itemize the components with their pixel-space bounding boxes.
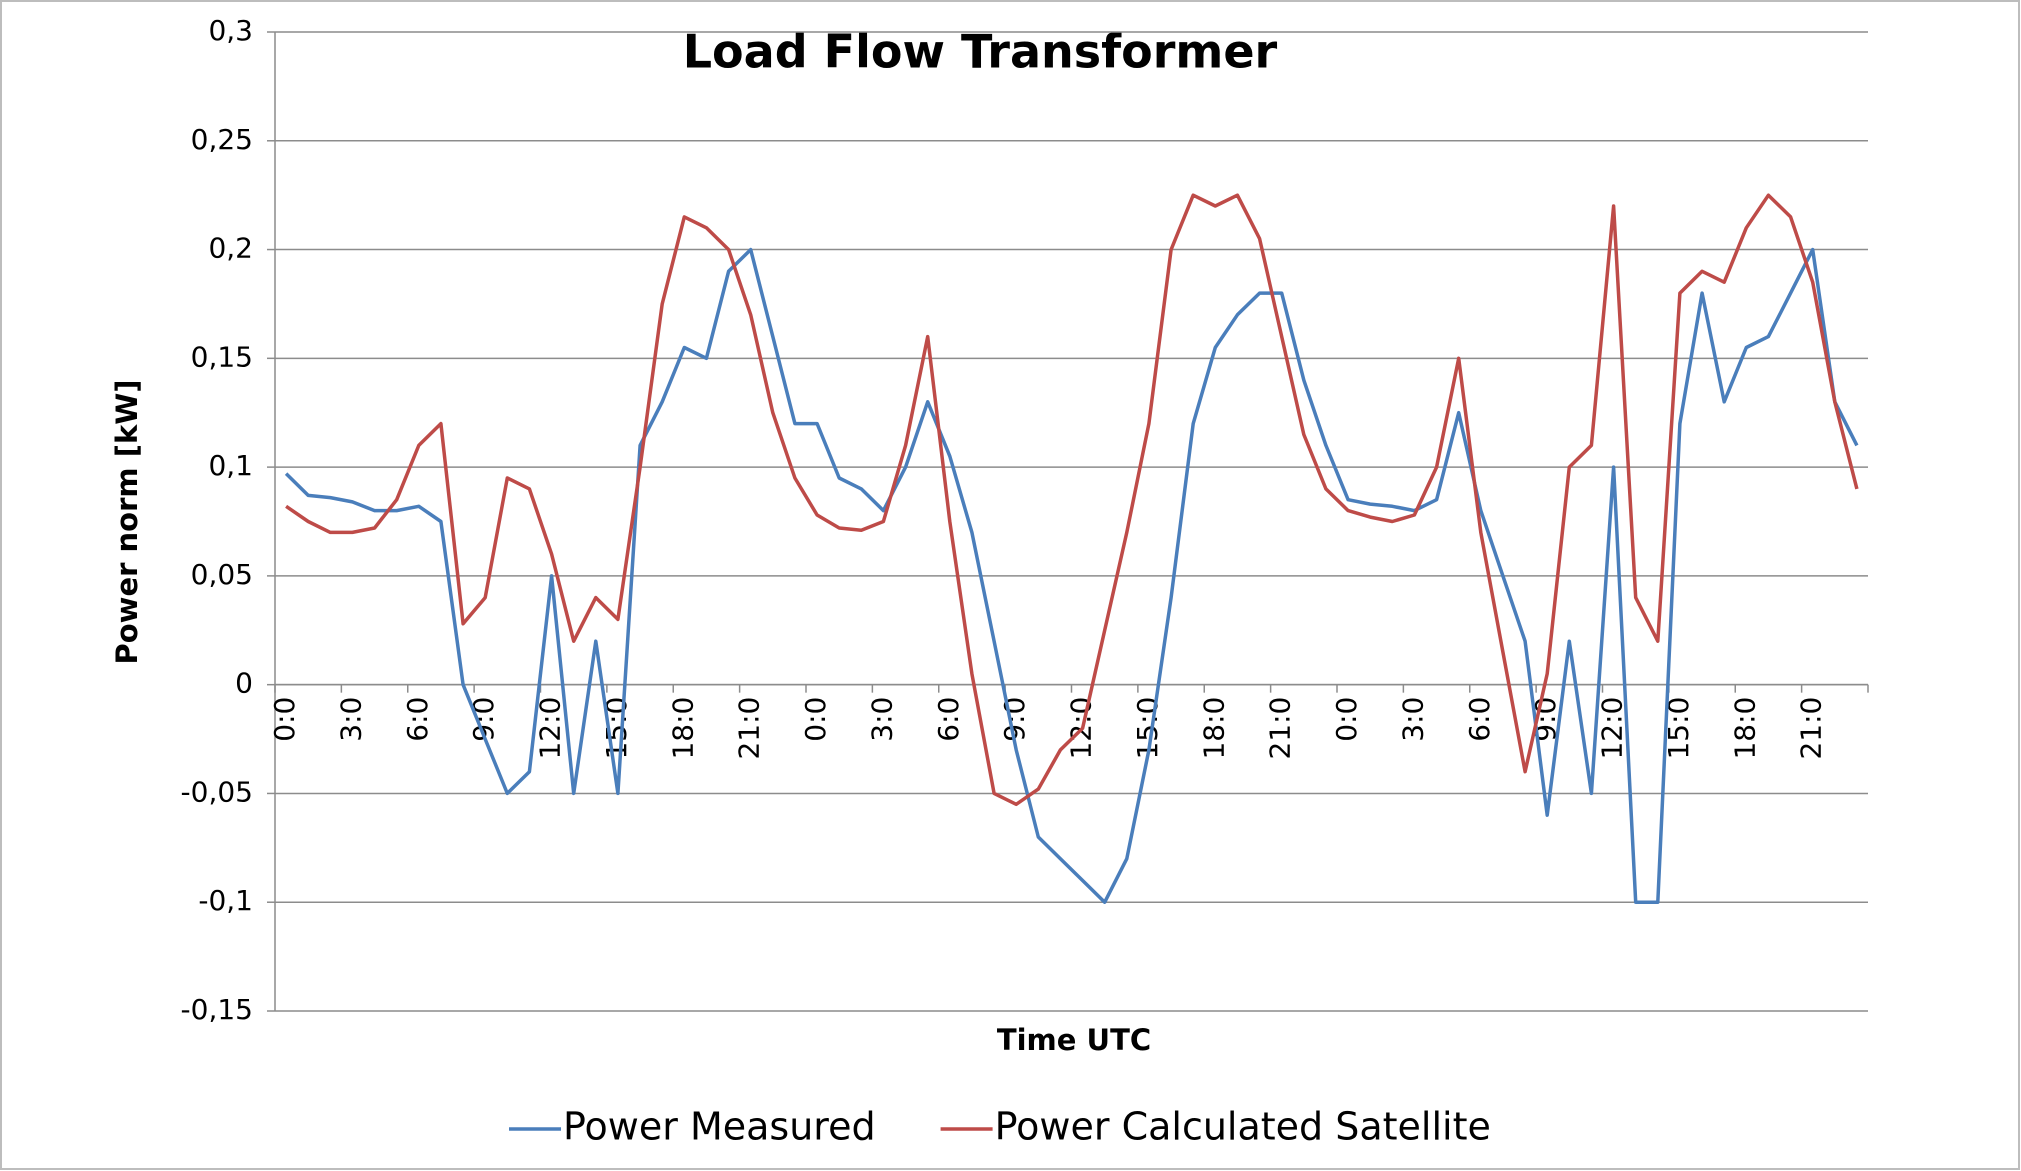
y-tick-label: 0,05 <box>191 558 253 591</box>
x-tick-label: 12:0 <box>534 697 567 760</box>
y-tick-label: 0 <box>235 667 253 700</box>
legend-label: Power Measured <box>563 1105 876 1149</box>
y-tick-label: -0,05 <box>181 775 253 808</box>
legend-label: Power Calculated Satellite <box>995 1105 1491 1149</box>
x-tick-label: 18:0 <box>1728 697 1761 760</box>
series-line <box>285 193 1859 807</box>
x-tick-label: 3:0 <box>865 697 898 742</box>
x-tick-label: 21:0 <box>1795 697 1828 760</box>
x-tick-label: 12:0 <box>1596 697 1629 760</box>
x-tick-label: 6:0 <box>401 697 434 742</box>
y-tick-label: 0,25 <box>191 123 253 156</box>
y-tick-label: 0,2 <box>208 232 253 265</box>
x-axis-title: Time UTC <box>997 1023 1151 1057</box>
y-tick-label: -0,15 <box>181 993 253 1026</box>
y-tick-label: 0,1 <box>208 449 253 482</box>
x-tick-label: 18:0 <box>1197 697 1230 760</box>
chart-title: Load Flow Transformer <box>683 25 1278 79</box>
x-tick-label: 6:0 <box>932 697 965 742</box>
y-tick-label: -0,1 <box>198 884 253 917</box>
x-tick-label: 21:0 <box>1264 697 1297 760</box>
x-tick-label: 3:0 <box>334 697 367 742</box>
x-tick-label: 21:0 <box>733 697 766 760</box>
x-tick-label: 18:0 <box>666 697 699 760</box>
series-line <box>284 247 1859 904</box>
x-tick-label: 0:0 <box>1330 697 1363 742</box>
x-tick-label: 6:0 <box>1463 697 1496 742</box>
y-tick-label: 0,15 <box>191 340 253 373</box>
y-axis-title: Power norm [kW] <box>110 379 144 664</box>
x-tick-label: 3:0 <box>1396 697 1429 742</box>
y-tick-label: 0,3 <box>208 14 253 47</box>
x-tick-label: 0:0 <box>268 697 301 742</box>
x-tick-label: 0:0 <box>799 697 832 742</box>
